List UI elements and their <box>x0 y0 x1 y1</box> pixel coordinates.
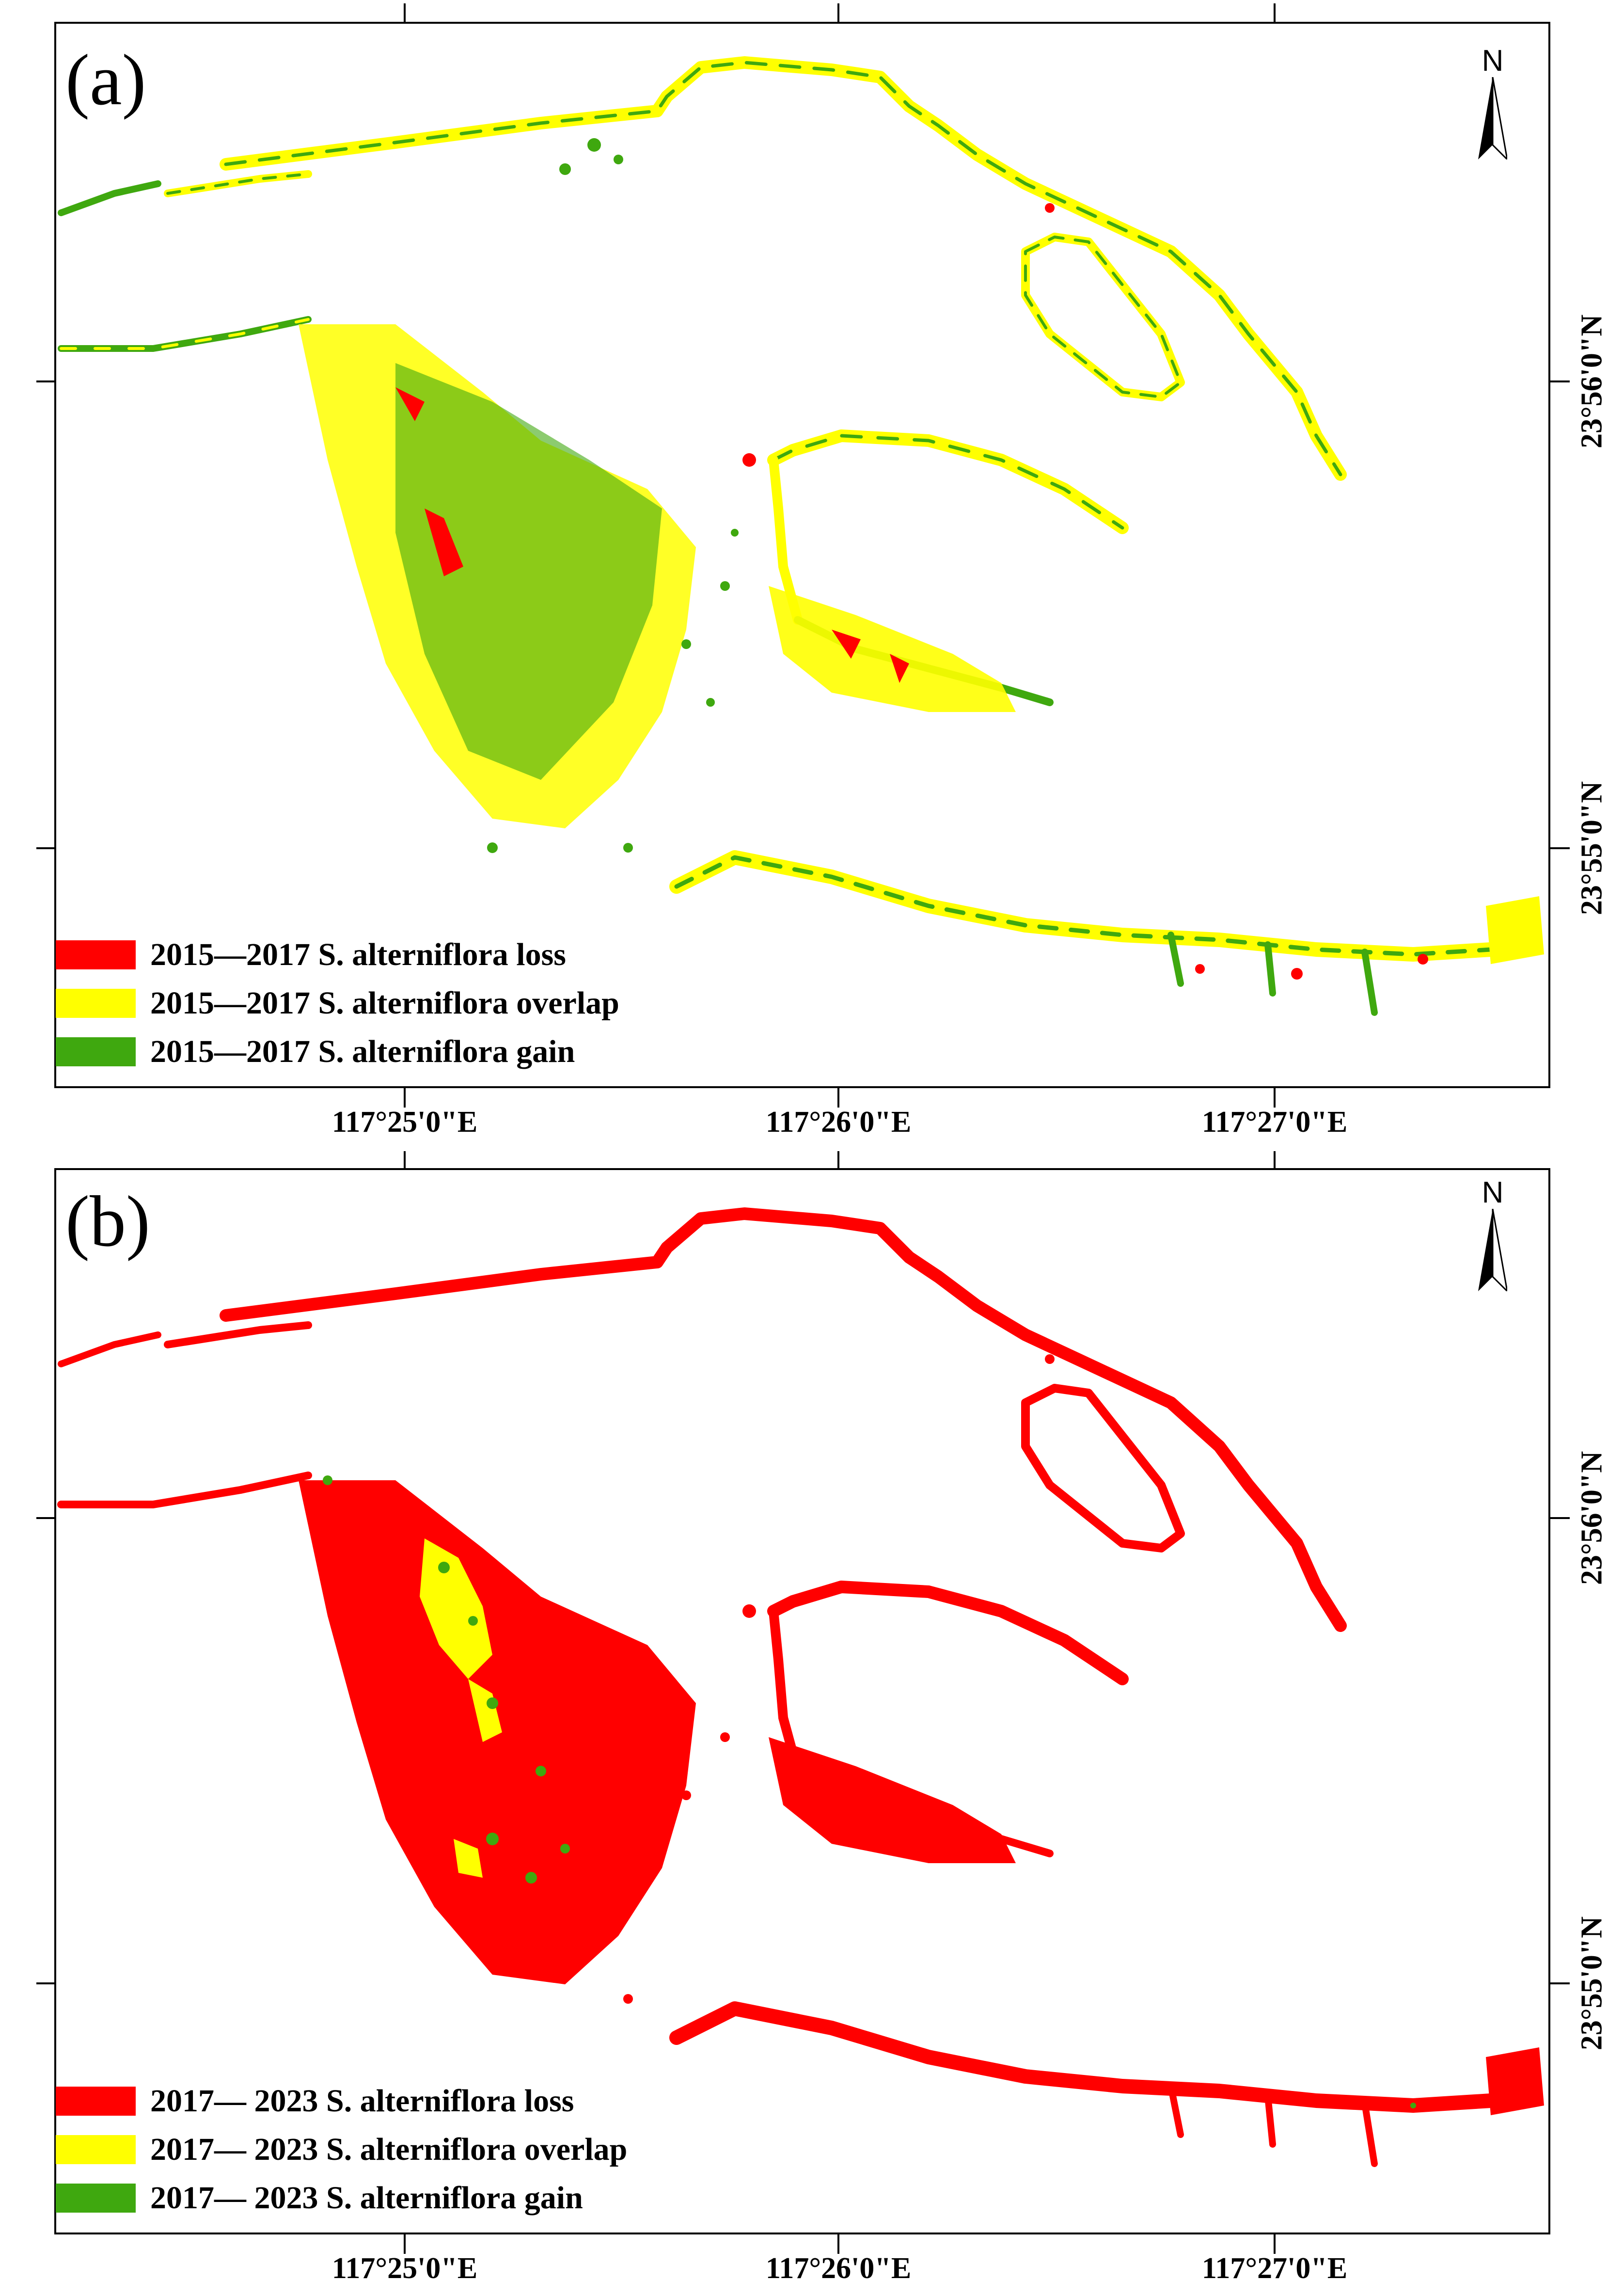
x-tick-bottom <box>404 2234 406 2254</box>
north-arrow-icon <box>1478 1209 1507 1291</box>
legend-label: 2017— 2023 S. alterniflora loss <box>150 2083 574 2119</box>
panel-label: (a) <box>65 40 146 120</box>
map-frame <box>54 22 1550 1088</box>
x-tick-top <box>1274 3 1276 23</box>
y-tick-left <box>36 380 56 382</box>
legend-swatch-overlap <box>56 989 136 1018</box>
legend-item-loss: 2017— 2023 S. alterniflora loss <box>56 2077 627 2125</box>
central-dike <box>767 429 1129 534</box>
legend-item-loss: 2015—2017 S. alterniflora loss <box>56 931 619 979</box>
legend-item-gain: 2015—2017 S. alterniflora gain <box>56 1028 619 1076</box>
x-tick-bottom <box>837 1088 839 1108</box>
north-arrow: N <box>1478 46 1536 162</box>
x-tick-top <box>404 3 406 23</box>
panel-label: (b) <box>65 1181 150 1262</box>
x-tick-label: 117°27'0"E <box>1201 1106 1348 1139</box>
panel-b: (b) N 2017— 2023 S. alterniflora loss 20… <box>0 1149 1624 2296</box>
x-tick-top <box>837 1151 839 1171</box>
north-arrow-icon <box>1478 77 1507 159</box>
legend-swatch-loss <box>56 940 136 969</box>
x-tick-bottom <box>404 1088 406 1108</box>
y-tick-right <box>1550 847 1570 849</box>
x-tick-bottom <box>837 2234 839 2254</box>
x-tick-top <box>1274 1151 1276 1171</box>
legend-swatch-overlap <box>56 2135 136 2164</box>
legend-label: 2017— 2023 S. alterniflora gain <box>150 2180 583 2216</box>
y-tick-left <box>36 1982 56 1984</box>
y-tick-left <box>36 847 56 849</box>
x-tick-label: 117°25'0"E <box>331 1106 478 1139</box>
x-tick-bottom <box>1274 2234 1276 2254</box>
y-tick-right <box>1550 1517 1570 1519</box>
x-tick-label: 117°27'0"E <box>1201 2252 1348 2285</box>
legend-label: 2015—2017 S. alterniflora overlap <box>150 985 619 1021</box>
legend-label: 2017— 2023 S. alterniflora overlap <box>150 2132 628 2167</box>
north-arrow: N <box>1478 1178 1536 1294</box>
y-tick-right <box>1550 380 1570 382</box>
legend: 2015—2017 S. alterniflora loss 2015—2017… <box>56 931 619 1076</box>
legend: 2017— 2023 S. alterniflora loss 2017— 20… <box>56 2077 627 2222</box>
legend-swatch-gain <box>56 2184 136 2213</box>
legend-item-gain: 2017— 2023 S. alterniflora gain <box>56 2174 627 2222</box>
x-tick-label: 117°25'0"E <box>331 2252 478 2285</box>
x-tick-label: 117°26'0"E <box>765 1106 912 1139</box>
legend-swatch-gain <box>56 1037 136 1066</box>
legend-item-overlap: 2015—2017 S. alterniflora overlap <box>56 979 619 1028</box>
legend-swatch-loss <box>56 2087 136 2116</box>
y-tick-label: 23°55'0"N <box>1575 1916 1608 2051</box>
y-tick-label: 23°55'0"N <box>1575 781 1608 916</box>
panel-a: (a) N 2015—2017 S. alterniflora loss 201… <box>36 3 1608 1139</box>
y-tick-right <box>1550 1982 1570 1984</box>
y-tick-label: 23°56'0"N <box>1575 314 1608 449</box>
map-canvas <box>58 56 1544 1016</box>
map-canvas <box>57 1207 1544 2167</box>
map-frame <box>54 1168 1550 2234</box>
x-tick-top <box>837 3 839 23</box>
y-tick-label: 23°56'0"N <box>1575 1451 1608 1585</box>
legend-label: 2015—2017 S. alterniflora loss <box>150 937 566 972</box>
x-tick-top <box>404 1151 406 1171</box>
legend-label: 2015—2017 S. alterniflora gain <box>150 1034 575 1069</box>
y-tick-left <box>36 1517 56 1519</box>
north-letter: N <box>1482 1176 1504 1209</box>
north-letter: N <box>1482 44 1504 78</box>
legend-item-overlap: 2017— 2023 S. alterniflora overlap <box>56 2125 627 2174</box>
x-tick-label: 117°26'0"E <box>765 2252 912 2285</box>
x-tick-bottom <box>1274 1088 1276 1108</box>
